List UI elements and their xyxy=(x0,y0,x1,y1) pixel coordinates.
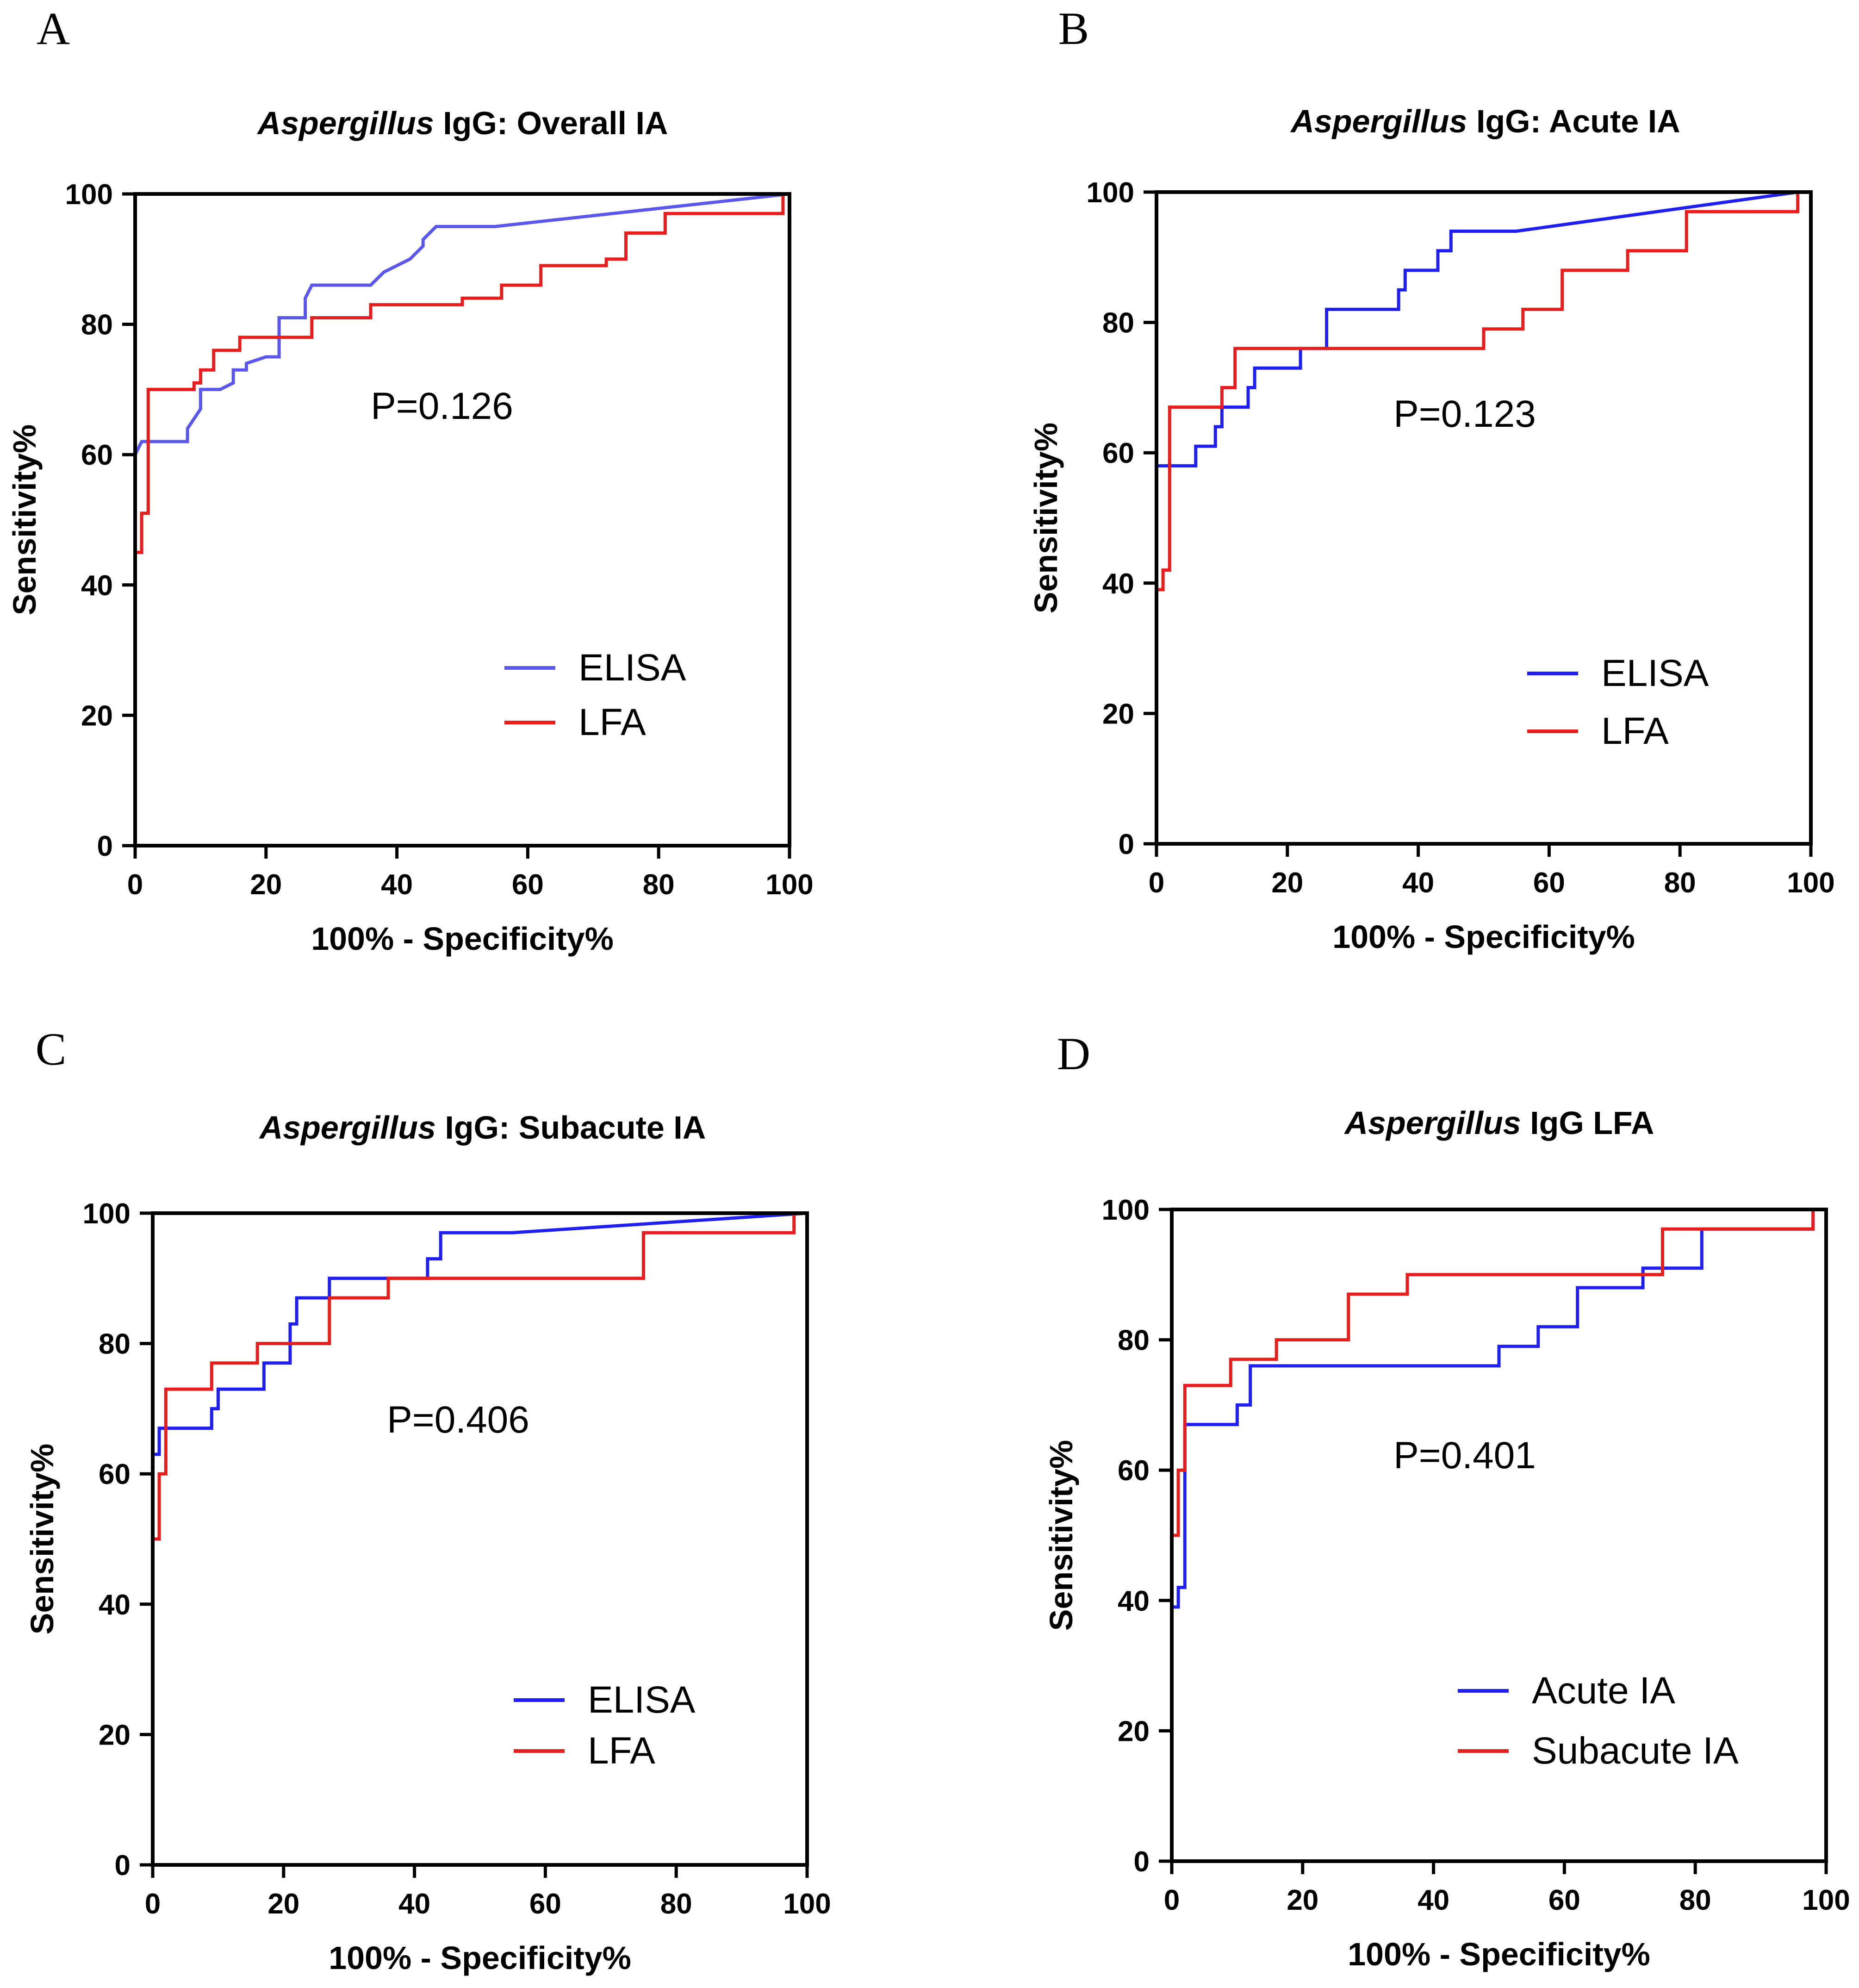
y-tick-label: 20 xyxy=(99,1719,131,1751)
legend-label: LFA xyxy=(578,701,646,743)
series-line-subacute-ia xyxy=(1170,1209,1815,1601)
y-tick-label: 60 xyxy=(81,439,113,471)
p-value-annotation: P=0.123 xyxy=(1393,393,1536,435)
y-axis-label: Sensitivity% xyxy=(1043,1440,1079,1631)
y-tick-label: 0 xyxy=(1119,829,1134,860)
panel-d: D Aspergillus IgG LFA 00 20 20 40 40 60 60 80 80 10… xyxy=(1043,1028,1850,1972)
x-tick-label: 20 xyxy=(250,869,282,901)
p-value-annotation: P=0.406 xyxy=(387,1399,529,1441)
x-tick-label: 20 xyxy=(1287,1884,1318,1916)
x-tick-label: 100 xyxy=(1787,867,1834,899)
y-tick-label: 40 xyxy=(1118,1585,1150,1617)
p-value-annotation: P=0.401 xyxy=(1393,1434,1536,1477)
x-tick-label: 0 xyxy=(1149,867,1164,899)
y-tick-label: 40 xyxy=(99,1589,131,1621)
panel-b: B Aspergillus IgG: Acute IA 00 20 20 40 40 60 60… xyxy=(1028,3,1835,955)
legend-label: LFA xyxy=(588,1730,655,1772)
y-axis-label: Sensitivity% xyxy=(24,1444,60,1634)
y-axis-label: Sensitivity% xyxy=(6,424,43,615)
x-tick-label: 0 xyxy=(1164,1884,1180,1916)
panel-letter: D xyxy=(1057,1028,1090,1079)
y-tick-label: 80 xyxy=(1102,307,1134,339)
legend-label: Subacute IA xyxy=(1532,1730,1739,1772)
y-tick-label: 100 xyxy=(83,1198,131,1230)
series-line-lfa xyxy=(151,1213,796,1865)
y-tick-label: 20 xyxy=(1118,1715,1150,1747)
y-tick-label: 20 xyxy=(1102,698,1134,730)
y-tick-label: 40 xyxy=(1102,568,1134,600)
panel-letter: B xyxy=(1058,3,1089,54)
y-tick-label: 20 xyxy=(81,700,113,732)
series-line-lfa xyxy=(1155,192,1800,844)
plot-frame xyxy=(1155,190,1813,846)
chart-title: Aspergillus IgG: Overall IA xyxy=(257,105,668,141)
x-tick-label: 20 xyxy=(267,1888,299,1920)
panel-letter: C xyxy=(36,1023,67,1075)
chart-title-italic: Aspergillus xyxy=(1344,1105,1521,1141)
chart-title-rest: IgG: Acute IA xyxy=(1467,103,1680,139)
series-line-elisa xyxy=(1155,190,1798,583)
x-tick-label: 0 xyxy=(127,869,143,901)
y-tick-label: 0 xyxy=(115,1850,131,1882)
x-tick-label: 60 xyxy=(1533,867,1565,899)
x-tick-label: 80 xyxy=(1664,867,1696,899)
panel-c: C Aspergillus IgG: Subacute IA 00 20 20 40 40 6… xyxy=(24,1023,831,1976)
y-tick-label: 100 xyxy=(1087,177,1134,209)
y-tick-label: 0 xyxy=(1134,1846,1150,1878)
x-tick-label: 40 xyxy=(381,869,413,901)
chart-title-italic: Aspergillus xyxy=(1290,103,1467,139)
chart-title: Aspergillus IgG: Acute IA xyxy=(1290,103,1680,139)
chart-title: Aspergillus IgG LFA xyxy=(1344,1105,1654,1141)
chart-title-rest: IgG: Overall IA xyxy=(434,105,668,141)
x-tick-label: 80 xyxy=(660,1888,692,1920)
legend-label: ELISA xyxy=(578,647,686,689)
legend-label: Acute IA xyxy=(1532,1670,1675,1712)
x-axis-label: 100% - Specificity% xyxy=(1332,919,1635,955)
panel-a: A Aspergillus IgG: Overall IA 00 20 20 40 40 60… xyxy=(6,3,814,957)
y-axis-label: Sensitivity% xyxy=(1028,423,1064,613)
legend-label: ELISA xyxy=(1601,652,1709,694)
y-tick-label: 60 xyxy=(1102,437,1134,469)
x-tick-label: 60 xyxy=(512,869,544,901)
p-value-annotation: P=0.126 xyxy=(371,385,513,427)
plot-frame xyxy=(151,1211,809,1867)
chart-title-italic: Aspergillus xyxy=(259,1109,436,1146)
x-tick-label: 40 xyxy=(398,1888,430,1920)
x-axis-label: 100% - Specificity% xyxy=(329,1940,631,1976)
x-tick-label: 60 xyxy=(1548,1884,1580,1916)
chart-title-rest: IgG LFA xyxy=(1521,1105,1654,1141)
chart-title: Aspergillus IgG: Subacute IA xyxy=(259,1109,706,1146)
x-tick-label: 40 xyxy=(1418,1884,1449,1916)
y-tick-label: 80 xyxy=(1118,1325,1150,1357)
x-axis-label: 100% - Specificity% xyxy=(1348,1936,1650,1972)
chart-title-italic: Aspergillus xyxy=(257,105,434,141)
series-line-lfa xyxy=(133,194,785,559)
chart-title-rest: IgG: Subacute IA xyxy=(436,1109,706,1146)
x-tick-label: 40 xyxy=(1402,867,1434,899)
x-tick-label: 80 xyxy=(643,869,675,901)
y-tick-label: 100 xyxy=(65,179,113,211)
series-line-elisa xyxy=(133,192,790,846)
x-tick-label: 20 xyxy=(1271,867,1303,899)
plot-frame xyxy=(1170,1208,1828,1863)
legend-label: LFA xyxy=(1601,710,1669,752)
y-tick-label: 100 xyxy=(1102,1194,1150,1226)
y-tick-label: 60 xyxy=(1118,1455,1150,1487)
y-tick-label: 40 xyxy=(81,570,113,602)
plot-frame xyxy=(133,192,791,848)
x-tick-label: 100 xyxy=(765,869,813,901)
x-tick-label: 100 xyxy=(1802,1884,1850,1916)
y-tick-label: 80 xyxy=(81,309,113,341)
x-tick-label: 0 xyxy=(145,1888,161,1920)
legend-label: ELISA xyxy=(588,1679,696,1721)
x-axis-label: 100% - Specificity% xyxy=(311,921,614,957)
y-tick-label: 0 xyxy=(97,830,113,862)
x-tick-label: 60 xyxy=(529,1888,561,1920)
y-tick-label: 60 xyxy=(99,1458,131,1490)
x-tick-label: 100 xyxy=(783,1888,831,1920)
y-tick-label: 80 xyxy=(99,1328,131,1360)
x-tick-label: 80 xyxy=(1679,1884,1711,1916)
panel-letter: A xyxy=(37,3,70,54)
